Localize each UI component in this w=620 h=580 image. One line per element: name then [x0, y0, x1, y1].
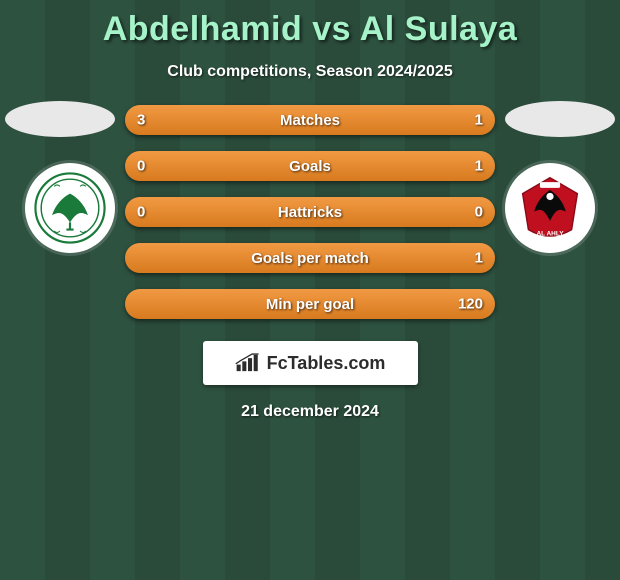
stat-row-hattricks: 0 Hattricks 0 — [125, 197, 495, 227]
stat-label: Matches — [280, 112, 340, 129]
stat-left-value: 0 — [137, 204, 145, 221]
stat-label: Min per goal — [266, 296, 354, 313]
stat-left-value: 3 — [137, 112, 145, 129]
stat-row-min-per-goal: Min per goal 120 — [125, 289, 495, 319]
bar-chart-icon — [235, 352, 261, 374]
stat-row-goals-per-match: Goals per match 1 — [125, 243, 495, 273]
stat-row-goals: 0 Goals 1 — [125, 151, 495, 181]
stat-right-value: 1 — [475, 112, 483, 129]
brand-box: FcTables.com — [203, 341, 418, 385]
stat-row-matches: 3 Matches 1 — [125, 105, 495, 135]
club-badge-left — [25, 163, 115, 253]
club-badge-right: AL AHLY — [505, 163, 595, 253]
stat-right-value: 1 — [475, 250, 483, 267]
brand-text: FcTables.com — [267, 353, 386, 374]
stat-left-value: 0 — [137, 158, 145, 175]
stat-right-value: 1 — [475, 158, 483, 175]
stat-rows: 3 Matches 1 0 Goals 1 0 Hattricks 0 Goal… — [125, 105, 495, 319]
al-masry-crest-icon — [34, 172, 106, 244]
comparison-stage: AL AHLY 3 Matches 1 0 Goals 1 0 Hattrick… — [0, 105, 620, 319]
stat-label: Goals — [289, 158, 331, 175]
subtitle: Club competitions, Season 2024/2025 — [0, 63, 620, 81]
svg-text:AL AHLY: AL AHLY — [536, 230, 564, 237]
al-ahly-crest-icon: AL AHLY — [514, 172, 586, 244]
stat-label: Hattricks — [278, 204, 342, 221]
page-title: Abdelhamid vs Al Sulaya — [0, 0, 620, 49]
stat-label: Goals per match — [251, 250, 369, 267]
date-text: 21 december 2024 — [0, 403, 620, 421]
stat-right-value: 0 — [475, 204, 483, 221]
stat-right-value: 120 — [458, 296, 483, 313]
player-right-silhouette — [505, 101, 615, 137]
player-left-silhouette — [5, 101, 115, 137]
